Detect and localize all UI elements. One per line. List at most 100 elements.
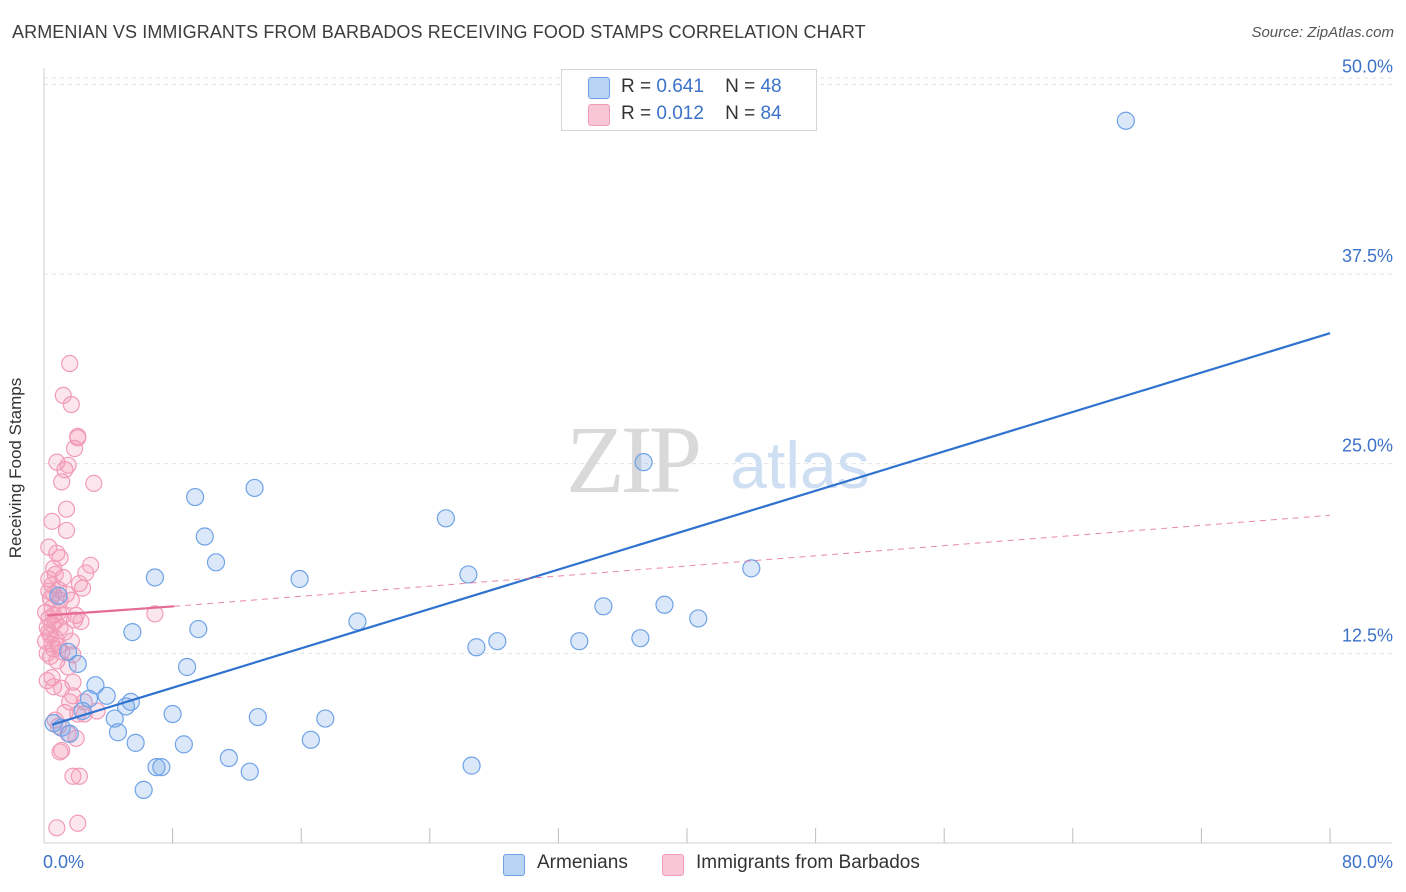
watermark-zip: ZIP [566,406,699,513]
data-point-barbados [48,819,66,837]
data-point-armenian [163,704,182,724]
y-tick-label: 12.5% [1342,625,1393,645]
data-point-armenian [97,686,116,705]
data-point-armenian [186,487,205,507]
data-point-armenian [60,724,79,743]
data-point-barbados [53,643,71,661]
data-point-barbados [62,395,80,414]
watermark-atlas: atlas [730,428,869,502]
data-point-armenian [436,509,455,528]
data-point-armenian [570,632,589,651]
series-legend: Armenians Immigrants from Barbados [0,852,1406,878]
data-point-barbados [54,568,72,587]
data-point-barbados [56,623,74,641]
data-point-armenian [147,758,166,777]
data-point-barbados [146,605,164,623]
data-point-armenian [177,657,197,677]
data-point-armenian [459,565,478,584]
data-point-armenian [594,597,613,616]
data-point-armenian [206,553,226,572]
legend-r-value: 0.012 [656,103,704,124]
y-tick-label: 50.0% [1342,56,1393,76]
data-point-barbados [61,693,79,711]
data-point-armenian [240,762,259,781]
data-point-armenian [462,756,481,775]
trend-line-barbados [47,605,175,617]
data-point-armenian [467,638,486,657]
trend-lines [47,332,1331,726]
data-point-barbados [51,549,69,567]
data-point-barbados [72,612,90,631]
axes [43,68,1392,844]
data-point-armenian [290,569,309,589]
data-point-armenian [245,478,264,498]
data-point-armenian [316,709,335,728]
data-point-armenian [655,595,674,614]
legend-swatch-barbados [662,854,684,876]
data-point-barbados [43,512,61,530]
source-label: Source: ZipAtlas.com [1251,24,1394,41]
data-point-barbados [69,814,87,832]
data-point-armenian [1116,111,1135,130]
data-point-barbados [53,741,71,760]
data-point-barbados [82,556,100,574]
x-tick-max: 80.0% [1341,852,1393,872]
legend-n-label: N = [725,76,756,97]
data-point-barbados [69,429,87,447]
trend-line-armenians [51,332,1331,726]
legend-n-value: 48 [760,76,782,97]
data-point-armenian [152,758,171,777]
data-point-armenian [634,453,653,472]
data-point-barbados [57,500,76,518]
legend-r-value: 0.641 [656,76,704,97]
data-point-barbados [85,474,103,492]
data-point-armenian [126,733,145,752]
data-point-armenian [68,654,87,674]
legend-label-barbados: Immigrants from Barbados [696,852,920,873]
data-point-barbados [64,767,82,785]
data-point-armenian [86,676,105,695]
data-point-barbados [38,672,56,690]
data-point-armenian [145,568,165,587]
data-point-armenian [348,612,367,631]
data-point-armenian [134,780,153,799]
legend-label-armenians: Armenians [537,852,628,873]
legend-n-value: 84 [760,103,782,124]
legend-swatch-armenians [588,77,610,99]
data-point-barbados [62,632,80,650]
data-point-armenian [121,692,140,711]
legend-r-label: R = [621,103,652,124]
data-point-armenian [105,709,124,728]
data-point-barbados [73,579,92,597]
legend-swatch-armenians [503,854,525,876]
legend-r-label: R = [621,76,652,97]
stats-legend: R = 0.641 N = 48 R = 0.012 N = 84 [561,69,817,131]
data-point-armenian [123,622,142,642]
data-point-armenian [689,609,708,628]
barbados-points [37,354,164,837]
legend-n-label: N = [725,103,756,124]
data-point-armenian [219,748,238,768]
data-point-armenian [488,632,507,651]
data-point-armenian [742,559,761,578]
armenian-points [44,111,1135,799]
data-point-barbados [59,456,77,474]
data-point-armenian [195,527,214,546]
data-point-armenian [59,642,78,661]
data-point-barbados [64,673,82,691]
data-point-armenian [189,619,208,639]
data-point-armenian [301,730,320,749]
legend-swatch-barbados [588,104,610,126]
data-point-armenian [108,723,128,742]
x-tick-min: 0.0% [43,852,85,872]
data-point-barbados [57,521,76,540]
data-point-barbados [61,354,79,373]
gridlines [44,77,1392,654]
watermark: ZIP atlas [566,406,870,513]
y-tick-label: 25.0% [1342,436,1393,456]
y-tick-labels: 12.5% 25.0% 37.5% 50.0% [1342,56,1393,645]
data-point-armenian [174,735,193,754]
chart-title: ARMENIAN VS IMMIGRANTS FROM BARBADOS REC… [12,22,866,42]
data-point-barbados [70,767,88,785]
